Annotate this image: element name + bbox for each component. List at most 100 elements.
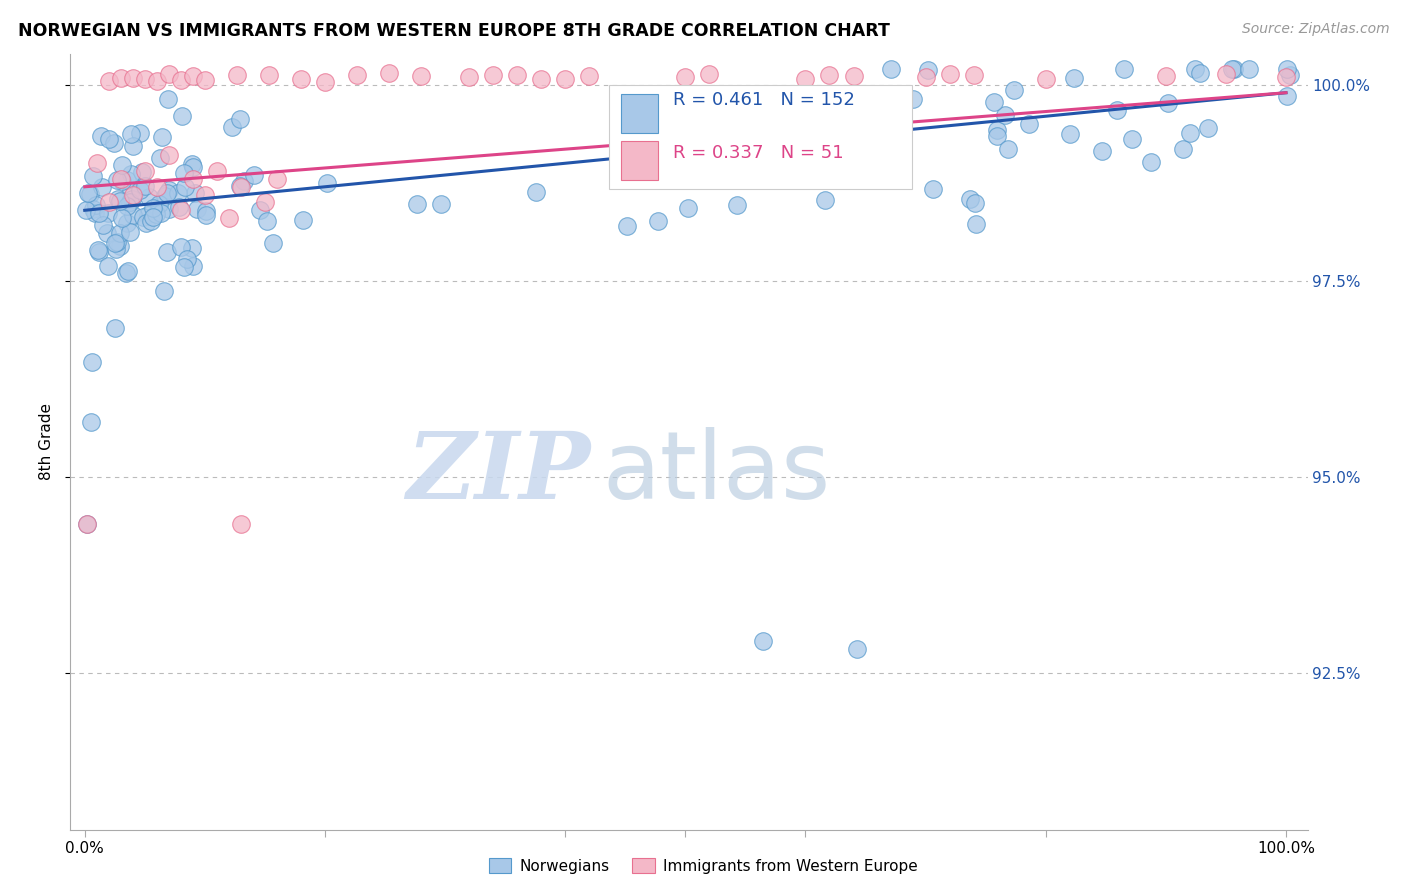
Point [1275, 70, 1298, 85]
Point [794, 71, 817, 86]
Point [121, 187, 143, 202]
FancyBboxPatch shape [621, 141, 658, 180]
Point [922, 182, 945, 196]
Point [117, 173, 139, 187]
Text: R = 0.337   N = 51: R = 0.337 N = 51 [673, 145, 844, 162]
Point [153, 284, 176, 298]
Point [103, 136, 125, 150]
Point [1184, 62, 1206, 77]
Point [406, 196, 429, 211]
Point [118, 195, 141, 210]
Text: Source: ZipAtlas.com: Source: ZipAtlas.com [1241, 22, 1389, 37]
Point [152, 130, 174, 145]
Point [128, 127, 150, 141]
Point [146, 74, 169, 88]
Point [120, 168, 142, 182]
Text: ZIP: ZIP [406, 427, 591, 517]
Point [873, 135, 896, 149]
Point [1157, 95, 1180, 110]
Point [205, 164, 228, 178]
Point [1063, 70, 1085, 85]
Point [754, 97, 776, 112]
Point [787, 105, 810, 120]
Point [77, 186, 100, 200]
Point [157, 202, 180, 216]
Point [1091, 145, 1114, 159]
Point [86, 156, 108, 170]
Point [80, 354, 103, 368]
Point [997, 142, 1019, 156]
Point [291, 213, 314, 227]
Point [316, 176, 339, 190]
Point [129, 183, 152, 197]
Point [76, 516, 98, 531]
Point [554, 71, 576, 86]
Point [104, 320, 127, 334]
Point [229, 516, 252, 531]
Legend: Norwegians, Immigrants from Western Europe: Norwegians, Immigrants from Western Euro… [482, 852, 924, 880]
Point [117, 199, 139, 213]
Point [1139, 154, 1161, 169]
Text: NORWEGIAN VS IMMIGRANTS FROM WESTERN EUROPE 8TH GRADE CORRELATION CHART: NORWEGIAN VS IMMIGRANTS FROM WESTERN EUR… [18, 22, 890, 40]
Point [221, 120, 243, 135]
Point [105, 235, 128, 249]
Point [145, 206, 167, 220]
Point [121, 192, 143, 206]
Point [811, 163, 834, 178]
Point [117, 264, 139, 278]
Point [134, 164, 156, 178]
Point [1154, 69, 1177, 83]
Point [578, 69, 600, 83]
Point [673, 70, 696, 85]
Point [1018, 117, 1040, 131]
Point [253, 195, 276, 210]
Point [87, 243, 110, 257]
Point [194, 187, 217, 202]
Point [181, 161, 204, 175]
Point [730, 128, 752, 142]
Point [148, 197, 170, 211]
Point [218, 211, 240, 226]
Point [1275, 62, 1298, 77]
Point [257, 68, 280, 82]
Point [122, 139, 145, 153]
Point [962, 69, 984, 83]
FancyBboxPatch shape [609, 85, 911, 189]
Point [132, 211, 155, 225]
Point [903, 92, 925, 106]
Point [173, 260, 195, 275]
Point [181, 241, 204, 255]
Point [149, 151, 172, 165]
Point [167, 200, 190, 214]
Point [842, 69, 865, 83]
Point [115, 266, 138, 280]
Point [153, 189, 176, 203]
Point [1035, 72, 1057, 87]
Point [290, 72, 312, 87]
Point [1105, 103, 1128, 117]
Point [87, 206, 110, 220]
Point [959, 192, 981, 206]
Point [181, 70, 204, 84]
Point [1275, 89, 1298, 103]
Point [121, 70, 143, 85]
Point [852, 114, 875, 128]
Point [917, 63, 939, 78]
Point [170, 240, 193, 254]
Point [409, 69, 432, 83]
Point [110, 71, 132, 86]
Point [82, 169, 104, 184]
Point [146, 179, 169, 194]
Point [173, 166, 195, 180]
Point [135, 216, 157, 230]
Point [676, 202, 699, 216]
Point [186, 202, 208, 217]
Point [131, 164, 153, 178]
Point [668, 161, 690, 176]
Point [96, 226, 118, 240]
Point [120, 127, 142, 141]
Point [846, 642, 869, 657]
Point [170, 203, 193, 218]
Point [249, 202, 271, 217]
Point [194, 72, 217, 87]
